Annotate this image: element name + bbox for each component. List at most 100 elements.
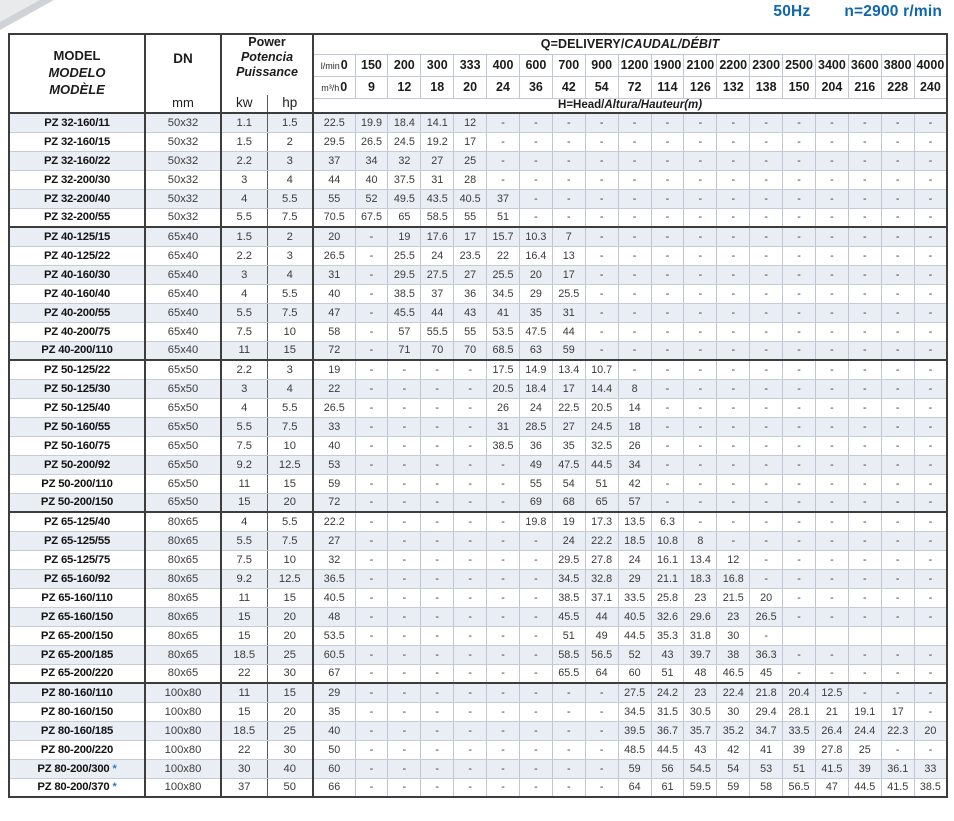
head-cell: - bbox=[749, 417, 783, 437]
head-cell: 33 bbox=[913, 759, 948, 779]
head-cell: - bbox=[880, 550, 915, 570]
head-cell: - bbox=[814, 170, 849, 190]
dn-cell: 65x50 bbox=[145, 398, 222, 418]
dn-cell: 50x32 bbox=[145, 132, 222, 152]
head-cell: 24 bbox=[551, 531, 586, 551]
m3h-value-5: 24 bbox=[486, 75, 520, 98]
head-cell: - bbox=[420, 721, 454, 741]
head-cell: 22.4 bbox=[716, 682, 750, 703]
head-cell: 44.5 bbox=[650, 740, 684, 760]
table-row: PZ 50-125/30 65x50 3 4 22- - - -20.5 18.4 17 14.4 8… bbox=[9, 379, 948, 399]
head-cell: 44 bbox=[420, 303, 454, 323]
head-cell: - bbox=[584, 132, 619, 152]
head-cell: 65.5 bbox=[551, 664, 586, 684]
head-cell: - bbox=[387, 531, 421, 551]
head-cell: 27 bbox=[551, 417, 586, 437]
dn-cell: 100x80 bbox=[145, 740, 222, 760]
head-cell: - bbox=[650, 493, 684, 513]
head-cell: - bbox=[486, 569, 520, 589]
head-cell: - bbox=[354, 379, 388, 399]
head-cell: 69 bbox=[518, 493, 553, 513]
head-cell: 32.5 bbox=[584, 436, 619, 456]
head-cell: 63 bbox=[518, 341, 553, 361]
kw-cell: 4 bbox=[221, 189, 268, 209]
m3h-value-7: 42 bbox=[551, 75, 586, 98]
head-cell: 31 bbox=[486, 417, 520, 437]
head-cell: - bbox=[847, 607, 882, 627]
head-cell: - bbox=[453, 682, 487, 703]
head-cell: 71 bbox=[387, 341, 421, 361]
head-cell: 10.8 bbox=[650, 531, 684, 551]
head-cell: - bbox=[847, 455, 882, 475]
head-cell: - bbox=[453, 626, 487, 646]
kw-cell: 11 bbox=[221, 588, 268, 608]
m3h-value-12: 132 bbox=[716, 75, 750, 98]
head-cell: 19.1 bbox=[847, 702, 882, 722]
hp-cell: 15 bbox=[267, 682, 314, 703]
lmin-value-9: 1200 bbox=[617, 54, 652, 76]
hp-cell: 15 bbox=[267, 341, 314, 361]
head-cell: - bbox=[847, 645, 882, 665]
head-cell: 29.5 bbox=[313, 132, 355, 152]
head-cell: 17 bbox=[880, 702, 915, 722]
model-cell: PZ 80-160/150 bbox=[9, 702, 146, 722]
m3h-value-2: 12 bbox=[387, 75, 421, 98]
m3h-value-11: 126 bbox=[683, 75, 717, 98]
head-cell: - bbox=[814, 417, 849, 437]
head-cell: - bbox=[617, 359, 652, 380]
table-row: PZ 65-160/110 80x65 11 15 40.5- - - - - -38.5 37.1… bbox=[9, 588, 948, 608]
head-cell: - bbox=[814, 132, 849, 152]
head-cell: - bbox=[518, 626, 553, 646]
head-cell: - bbox=[387, 645, 421, 665]
kw-cell: 18.5 bbox=[221, 645, 268, 665]
head-cell bbox=[913, 626, 948, 646]
head-cell: - bbox=[387, 664, 421, 684]
head-cell: 21 bbox=[814, 702, 849, 722]
head-cell: - bbox=[880, 569, 915, 589]
head-cell: - bbox=[847, 170, 882, 190]
head-cell: 36.3 bbox=[749, 645, 783, 665]
head-cell: - bbox=[782, 303, 816, 323]
head-cell: 25.5 bbox=[486, 265, 520, 285]
head-cell: - bbox=[453, 379, 487, 399]
head-cell: - bbox=[387, 626, 421, 646]
head-cell bbox=[814, 626, 849, 646]
head-cell: - bbox=[683, 208, 717, 228]
head-cell: 33.5 bbox=[782, 721, 816, 741]
head-cell: 10.3 bbox=[518, 226, 553, 247]
kw-cell: 7.5 bbox=[221, 436, 268, 456]
head-cell: - bbox=[913, 341, 948, 361]
table-row: PZ 80-160/110 100x80 11 15 29- - - - - - - -27.5 24.… bbox=[9, 682, 948, 703]
head-cell: 18.3 bbox=[683, 569, 717, 589]
head-cell: - bbox=[782, 170, 816, 190]
head-cell: 12 bbox=[453, 113, 487, 133]
frequency-label: 50Hz bbox=[773, 3, 811, 20]
head-cell: 27 bbox=[313, 531, 355, 551]
asterisk-marker: * bbox=[112, 781, 117, 794]
lmin-value-11: 2100 bbox=[683, 54, 717, 76]
head-cell: - bbox=[749, 303, 783, 323]
head-cell: 26.5 bbox=[749, 607, 783, 627]
head-cell: - bbox=[486, 682, 520, 703]
head-cell: - bbox=[814, 151, 849, 171]
head-cell: 55 bbox=[453, 208, 487, 228]
head-cell: 35.7 bbox=[683, 721, 717, 741]
head-cell: - bbox=[354, 511, 388, 532]
head-cell: 34.5 bbox=[486, 284, 520, 304]
head-cell: - bbox=[782, 284, 816, 304]
head-cell: - bbox=[880, 436, 915, 456]
m3h-value-3: 18 bbox=[420, 75, 454, 98]
head-cell: 39 bbox=[782, 740, 816, 760]
head-cell: 27.5 bbox=[420, 265, 454, 285]
head-cell: 27.8 bbox=[814, 740, 849, 760]
kw-cell: 1.1 bbox=[221, 113, 268, 133]
head-cell: - bbox=[814, 398, 849, 418]
head-cell: 47.5 bbox=[551, 455, 586, 475]
lmin-unit-label: l/min bbox=[320, 61, 340, 71]
head-cell: - bbox=[486, 721, 520, 741]
dn-column-header: DN mm bbox=[145, 34, 222, 113]
kw-cell: 3 bbox=[221, 265, 268, 285]
head-cell: 55 bbox=[518, 474, 553, 494]
hp-cell: 5.5 bbox=[267, 189, 314, 209]
head-cell: - bbox=[354, 303, 388, 323]
